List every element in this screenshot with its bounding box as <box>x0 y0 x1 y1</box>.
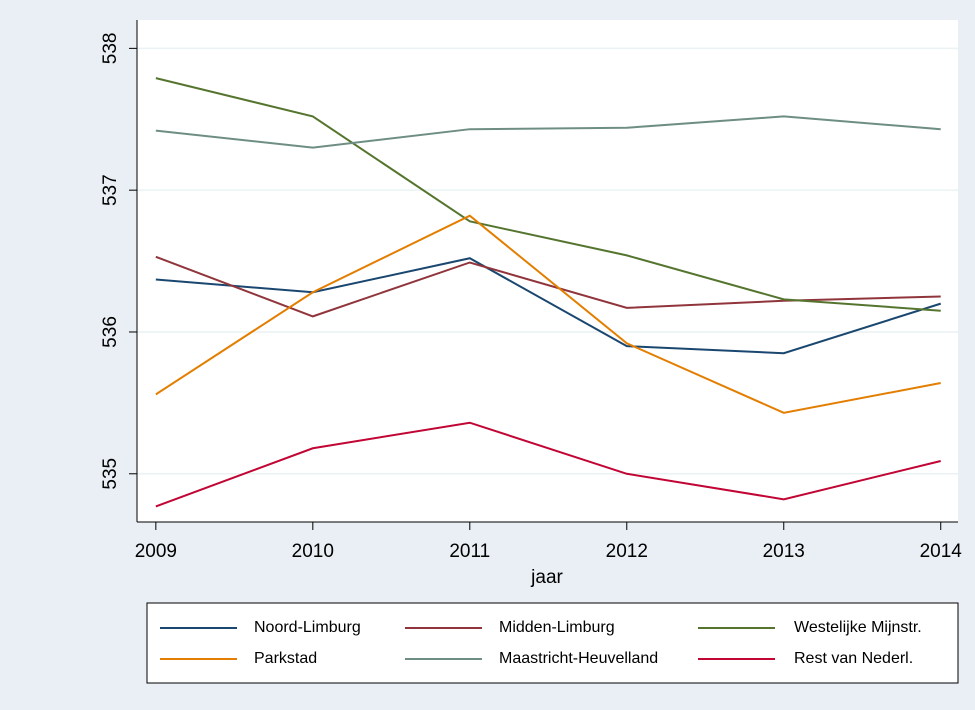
x-tick-label: 2014 <box>920 541 963 562</box>
legend-label: Midden-Limburg <box>499 619 615 636</box>
series-line <box>155 255 941 318</box>
legend-label: Noord-Limburg <box>254 619 361 636</box>
y-tick-label: 535 <box>100 458 121 490</box>
x-tick-label: 2011 <box>449 541 490 562</box>
y-tick-label: 537 <box>100 174 121 206</box>
x-tick-label: 2012 <box>606 541 648 562</box>
x-tick-label: 2009 <box>135 541 177 562</box>
x-tick-label: 2010 <box>292 541 334 562</box>
series-line <box>155 421 941 508</box>
legend-label: Parkstad <box>254 650 317 667</box>
y-tick-label: 536 <box>100 316 121 348</box>
series-line <box>155 214 941 414</box>
legend-box <box>146 602 959 684</box>
y-tick-label: 538 <box>100 33 121 65</box>
x-tick-label: 2013 <box>763 541 805 562</box>
legend-label: Maastricht-Heuvelland <box>499 650 658 667</box>
x-axis-title: jaar <box>530 567 563 588</box>
series-line <box>155 115 941 149</box>
legend-label: Westelijke Mijnstr. <box>794 619 922 636</box>
series-line <box>155 257 942 355</box>
legend-label: Rest van Nederl. <box>794 650 913 667</box>
plot-area <box>137 20 958 522</box>
series-line <box>155 77 941 312</box>
